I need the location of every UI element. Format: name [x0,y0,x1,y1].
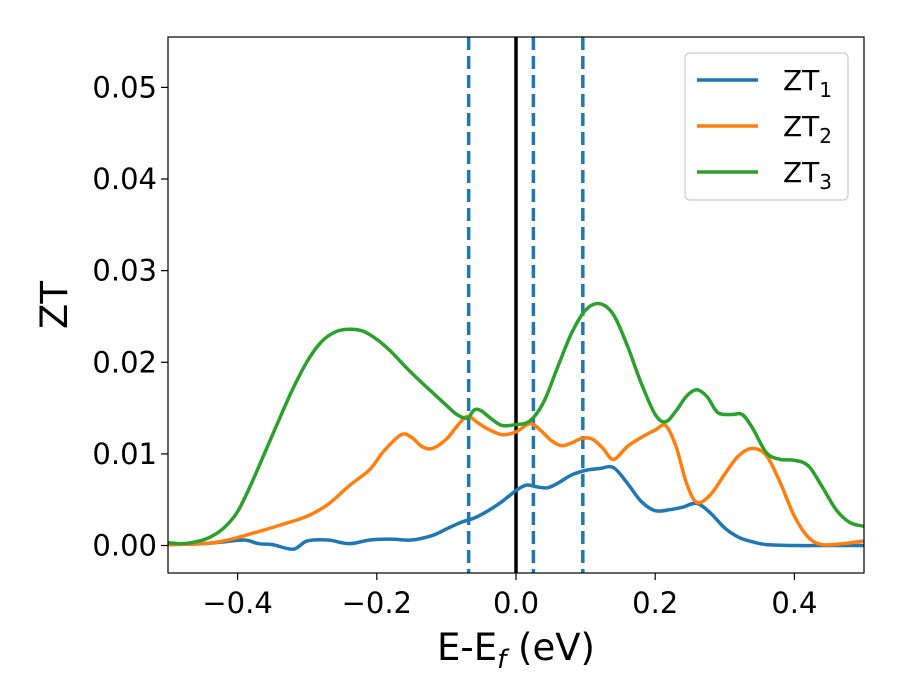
legend-label-zt2: ZT2 [783,110,832,148]
series-line-zt2 [168,414,864,547]
series-line-zt3 [168,301,864,546]
y-axis: 0.00 0.01 0.02 0.03 0.04 0.05 [92,70,168,563]
y-tick-label: 0.05 [92,70,157,104]
y-tick-label: 0.04 [92,162,157,196]
x-axis: −0.4 −0.2 0.0 0.2 0.4 [202,573,817,620]
x-tick-label: 0.4 [771,586,817,620]
x-tick-label: 0.0 [493,586,539,620]
y-tick-label: 0.02 [92,345,157,379]
y-axis-label: ZT [33,281,76,329]
legend-label-zt3: ZT3 [783,156,832,194]
y-tick-label: 0.03 [92,254,157,288]
y-tick-label: 0.01 [92,437,157,471]
legend-label-zt1: ZT1 [783,64,832,102]
x-tick-label: 0.2 [632,586,678,620]
legend-frame [684,52,849,201]
plot-area [168,37,864,573]
x-tick-label: −0.4 [202,586,272,620]
legend: ZT1 ZT2 ZT3 [684,52,849,201]
y-tick-label: 0.00 [92,529,157,563]
x-axis-label: E-Ef (eV) [437,626,595,675]
series-line-zt1 [168,464,864,551]
x-tick-label: −0.2 [342,586,412,620]
